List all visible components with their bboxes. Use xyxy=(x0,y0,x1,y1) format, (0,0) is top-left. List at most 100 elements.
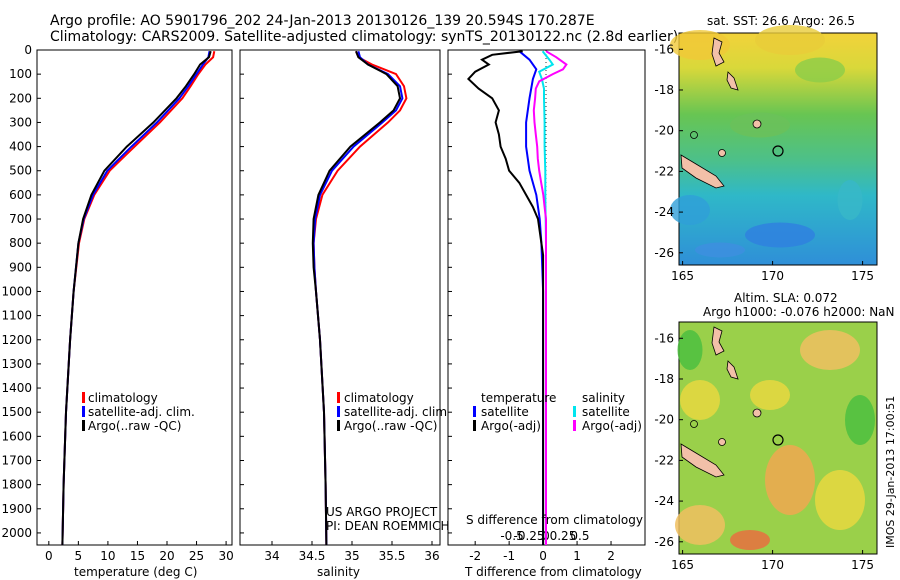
legend-swatch-satellite xyxy=(337,406,340,417)
depth-tick-label: 200 xyxy=(9,91,32,105)
depth-tick-label: 1400 xyxy=(1,381,32,395)
depth-axis: 0 100 200 300 400 500 600 700 800 900 1000 1100 1200… xyxy=(1,43,41,540)
sla-patch xyxy=(677,330,703,370)
project-label: US ARGO PROJECT xyxy=(326,505,438,519)
depth-tick-label: 2000 xyxy=(1,526,32,540)
x-tick-label: 1 xyxy=(573,549,581,563)
legend-label-temp-argo: Argo(-adj) xyxy=(481,419,541,433)
sla-map-axes: 165 170 175 -16 -18 -20 -22 -24 -26 xyxy=(654,331,874,572)
depth-tick-label: 1300 xyxy=(1,357,32,371)
legend-swatch-temp-argo xyxy=(473,420,476,431)
map-lat-tick-label: -18 xyxy=(654,83,674,97)
island-new-caledonia xyxy=(680,443,725,478)
salinity-legend: climatology satellite-adj. clim. Argo(..… xyxy=(337,391,451,433)
island-loyalty-1 xyxy=(752,408,762,418)
island-loyalty-1 xyxy=(752,119,762,129)
legend-title-temperature: temperature xyxy=(481,391,556,405)
sst-map-title: sat. SST: 26.6 Argo: 26.5 xyxy=(707,14,855,28)
legend-label-argo: Argo(..raw -QC) xyxy=(344,419,437,433)
depth-tick-label: 700 xyxy=(9,212,32,226)
x-tick-label: 5 xyxy=(75,549,83,563)
salinity-difference-tick-label: 0.25 xyxy=(550,529,577,543)
map-lon-tick-label: 165 xyxy=(671,558,694,572)
temperature-panel: 0100200300400500600700800900100011001200… xyxy=(1,43,233,579)
sst-patch xyxy=(745,222,815,248)
temperature-legend: climatology satellite-adj. clim. Argo(..… xyxy=(82,391,195,433)
legend-swatch-satellite xyxy=(82,406,85,417)
depth-tick-label: 1000 xyxy=(1,284,32,298)
x-tick-label: 34.5 xyxy=(299,549,326,563)
legend-label-satellite: satellite-adj. clim. xyxy=(88,405,195,419)
island-vanuatu-south xyxy=(726,71,739,91)
island-vanuatu-north xyxy=(711,326,725,356)
salinity-difference-tick-label: -0.5 xyxy=(500,529,523,543)
series-line-argo-raw-qc- xyxy=(61,50,212,546)
legend-swatch-climatology xyxy=(82,392,85,403)
map-lat-tick-label: -24 xyxy=(654,494,674,508)
sla-map-title: Altim. SLA: 0.072 xyxy=(734,291,838,305)
depth-tick-label: 800 xyxy=(9,236,32,250)
depth-tick-label: 1900 xyxy=(1,502,32,516)
legend-label-temp-satellite: satellite xyxy=(481,405,529,419)
salinity-plot-frame xyxy=(239,49,441,546)
sla-patch xyxy=(750,380,790,410)
x-tick-label: 0 xyxy=(45,549,53,563)
x-tick-label: 2 xyxy=(607,549,615,563)
legend-label-climatology: climatology xyxy=(344,391,414,405)
salinity-panel: 34 34.5 35 35.5 36 salinity climatology sate… xyxy=(239,49,451,579)
map-lat-tick-label: -18 xyxy=(654,372,674,386)
sst-map: sat. SST: 26.6 Argo: 26.5 165 170 175 -16 -1… xyxy=(654,14,878,283)
reef-outline xyxy=(690,420,698,428)
depth-tick-label: 500 xyxy=(9,164,32,178)
legend-label-sal-satellite: satellite xyxy=(582,405,630,419)
map-lat-tick-label: -20 xyxy=(654,124,674,138)
sst-map-axes: 165 170 175 -16 -18 -20 -22 -24 -26 xyxy=(654,42,874,283)
difference-series xyxy=(466,50,568,545)
depth-tick-label: 600 xyxy=(9,188,32,202)
pi-label: PI: DEAN ROEMMICH xyxy=(326,519,449,533)
map-lat-tick-label: -26 xyxy=(654,246,674,260)
legend-swatch-climatology xyxy=(337,392,340,403)
sst-patch xyxy=(755,25,825,55)
legend-swatch-argo xyxy=(82,420,85,431)
salinity-difference-label: S difference from climatology xyxy=(466,513,643,527)
x-tick-label: 35.5 xyxy=(379,549,406,563)
sla-patch xyxy=(675,505,725,545)
depth-tick-label: 900 xyxy=(9,260,32,274)
x-tick-label: 0 xyxy=(539,549,547,563)
island-loyalty-2 xyxy=(718,438,726,446)
x-tick-label: -2 xyxy=(469,549,481,563)
sla-map-subtitle: Argo h1000: -0.076 h2000: NaN xyxy=(703,305,895,319)
sst-patch xyxy=(837,180,863,220)
legend-title-salinity: salinity xyxy=(582,391,625,405)
legend-swatch-argo xyxy=(337,420,340,431)
island-vanuatu-north xyxy=(711,37,725,67)
series-line-argo-adj-salinity- xyxy=(532,50,568,545)
sla-patch xyxy=(730,530,770,550)
legend-label-sal-argo: Argo(-adj) xyxy=(582,419,642,433)
x-tick-label: 36 xyxy=(424,549,439,563)
sla-field-patches xyxy=(675,330,875,550)
depth-tick-label: 1500 xyxy=(1,405,32,419)
sla-patch xyxy=(845,395,875,445)
sla-patch xyxy=(765,445,815,515)
depth-tick-label: 1100 xyxy=(1,309,32,323)
figure-title-line1: Argo profile: AO 5901796_202 24-Jan-2013… xyxy=(50,13,595,29)
reef-outline xyxy=(690,131,698,139)
map-lat-tick-label: -22 xyxy=(654,453,674,467)
legend-label-argo: Argo(..raw -QC) xyxy=(88,419,181,433)
map-lat-tick-label: -20 xyxy=(654,413,674,427)
temperature-x-axis: 0 5 10 15 20 25 30 xyxy=(45,541,234,563)
map-lon-tick-label: 165 xyxy=(671,269,694,283)
x-tick-label: 35 xyxy=(344,549,359,563)
salinity-x-label: salinity xyxy=(317,565,360,579)
depth-tick-label: 0 xyxy=(24,43,32,57)
difference-depth-ticks xyxy=(448,49,452,534)
map-lat-tick-label: -16 xyxy=(654,42,674,56)
x-tick-label: -1 xyxy=(503,549,515,563)
salinity-x-axis: 34 34.5 35 35.5 36 xyxy=(264,541,440,563)
sst-patch xyxy=(695,242,745,258)
x-tick-label: 30 xyxy=(218,549,233,563)
sla-patch xyxy=(680,380,720,420)
x-tick-label: 10 xyxy=(100,549,115,563)
